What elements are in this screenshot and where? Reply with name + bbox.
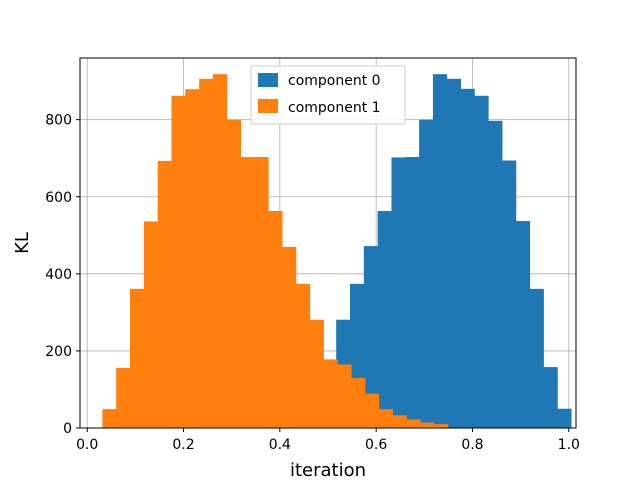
bar-component-1 (116, 367, 131, 429)
bar-component-1 (323, 359, 338, 428)
bar-component-1 (420, 422, 435, 428)
axis-ticks: 0.0 0.2 0.4 0.6 0.8 1.0 0 200 400 600 800 (45, 113, 580, 453)
bar-component-1 (157, 160, 172, 428)
y-axis-label: KL (12, 232, 33, 254)
bar-component-0 (557, 408, 572, 428)
bar-component-1 (364, 393, 380, 428)
bar-component-1 (130, 288, 145, 428)
bar-component-0 (529, 288, 544, 428)
y-tick-label: 0 (63, 421, 72, 437)
bar-component-1 (351, 377, 366, 428)
bar-component-0 (543, 367, 558, 428)
y-tick-label: 200 (45, 344, 72, 360)
bar-component-1 (240, 157, 255, 429)
bar-component-0 (377, 211, 392, 428)
x-tick-label: 0.4 (269, 437, 291, 453)
legend-label-component-1: component 1 (288, 100, 381, 116)
plot-frame (79, 57, 577, 429)
bar-component-1 (254, 157, 269, 429)
x-tick-label: 0.0 (76, 437, 98, 453)
bar-component-1 (102, 409, 117, 428)
bar-component-0 (391, 157, 406, 428)
bar-component-1 (309, 319, 324, 428)
bar-component-0 (363, 246, 379, 428)
bar-component-1 (185, 89, 200, 428)
bar-component-0 (446, 78, 461, 428)
bar-component-1 (406, 419, 421, 428)
bar-component-0 (432, 74, 448, 428)
y-tick-label: 800 (45, 113, 72, 129)
y-tick-label: 600 (45, 190, 72, 206)
x-tick-label: 1.0 (558, 437, 580, 453)
legend-swatch-component-0 (258, 73, 278, 87)
bar-component-1 (226, 119, 241, 429)
bar-component-0 (515, 221, 531, 428)
legend: component 0 component 1 (250, 65, 406, 125)
bar-component-1 (295, 283, 311, 428)
bar-component-0 (405, 157, 420, 429)
x-tick-label: 0.8 (461, 437, 483, 453)
bar-component-1 (378, 409, 394, 428)
bar-component-0 (474, 95, 489, 429)
legend-label-component-0: component 0 (288, 73, 381, 89)
x-axis-label: iteration (290, 460, 366, 480)
x-tick-label: 0.6 (365, 437, 387, 453)
bar-component-0 (502, 160, 517, 428)
x-tick-label: 0.2 (172, 437, 194, 453)
bar-component-1 (337, 364, 352, 428)
bar-component-0 (419, 119, 434, 429)
legend-box (250, 65, 406, 125)
histogram-bars (102, 74, 572, 429)
bar-component-0 (460, 88, 475, 428)
bar-component-0 (488, 120, 503, 428)
bar-component-1 (434, 424, 449, 428)
bar-component-1 (199, 78, 214, 428)
y-tick-label: 400 (45, 267, 72, 283)
bar-component-1 (268, 211, 283, 428)
bar-component-1 (143, 221, 159, 428)
bar-component-1 (392, 415, 407, 428)
bar-component-1 (282, 246, 297, 428)
legend-swatch-component-1 (258, 99, 278, 113)
bar-component-1 (212, 74, 228, 428)
bar-component-1 (171, 95, 186, 429)
